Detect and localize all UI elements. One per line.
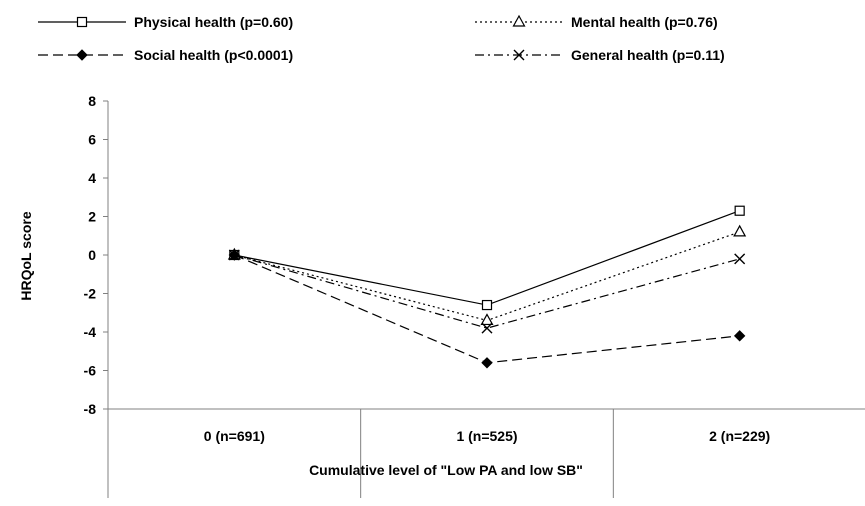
- data-point: [733, 224, 747, 237]
- y-axis-label: HRQoL score: [18, 211, 34, 300]
- legend-label: Social health (p<0.0001): [134, 47, 293, 63]
- y-tick-label: 8: [88, 93, 96, 109]
- y-tick-label: -4: [84, 324, 97, 340]
- series-line: [234, 210, 740, 306]
- y-tick-label: 2: [88, 209, 96, 225]
- y-tick-label: 4: [88, 170, 96, 186]
- legend-item: Physical health (p=0.60): [38, 14, 293, 30]
- x-axis: 0 (n=691) 1 (n=525) 2 (n=229): [107, 408, 865, 498]
- series-line: [234, 254, 740, 329]
- data-point: [481, 322, 493, 334]
- data-point: [734, 205, 745, 216]
- data-point: [481, 299, 493, 311]
- y-tick-label: 0: [88, 247, 96, 263]
- data-point: [481, 357, 493, 369]
- y-tick-label: 6: [88, 132, 96, 148]
- y-axis: 8 6 4 2 0 -2 -4 -6 -8: [84, 93, 109, 417]
- legend-marker: [513, 49, 525, 61]
- data-point: [480, 313, 494, 326]
- legend-marker: [76, 49, 88, 61]
- plot-area: [227, 205, 747, 369]
- x-tick-label: 0 (n=691): [204, 428, 265, 444]
- legend-label: Physical health (p=0.60): [134, 14, 293, 30]
- data-point: [734, 253, 746, 265]
- legend-marker: [512, 14, 526, 27]
- y-tick-label: -6: [84, 363, 97, 379]
- legend: Physical health (p=0.60) Mental health (p…: [38, 14, 725, 63]
- legend-item: Mental health (p=0.76): [475, 14, 718, 30]
- legend-item: General health (p=0.11): [475, 47, 725, 63]
- series-4: [228, 249, 746, 334]
- legend-label: Mental health (p=0.76): [571, 14, 718, 30]
- legend-label: General health (p=0.11): [571, 47, 725, 63]
- y-tick-label: -8: [84, 401, 97, 417]
- x-tick-label: 2 (n=229): [709, 428, 770, 444]
- legend-item: Social health (p<0.0001): [38, 47, 293, 63]
- data-point: [228, 249, 240, 261]
- legend-marker: [76, 16, 88, 28]
- data-point: [733, 330, 746, 342]
- y-tick-label: -2: [84, 286, 97, 302]
- x-tick-label: 1 (n=525): [456, 428, 517, 444]
- x-axis-label: Cumulative level of "Low PA and low SB": [309, 462, 583, 478]
